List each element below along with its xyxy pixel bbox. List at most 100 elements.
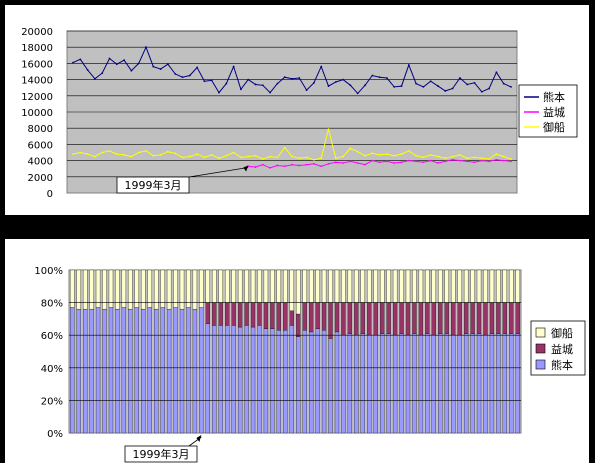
bar-segment-kumamoto: [483, 335, 488, 434]
bar-segment-mashiki: [476, 302, 482, 334]
bar-segment-mashiki: [237, 302, 243, 328]
bar-segment-mifune: [321, 269, 327, 303]
bar-segment-kumamoto: [470, 333, 475, 434]
bar-segment-mashiki: [489, 302, 495, 334]
bar-segment-mifune: [263, 269, 269, 303]
bar-segment-mifune: [399, 269, 404, 303]
bar-segment-mashiki: [270, 302, 275, 329]
bar-segment-kumamoto: [263, 328, 269, 434]
bar-segment-mashiki: [496, 302, 501, 334]
data-point: [313, 162, 315, 165]
bar-segment-mashiki: [263, 302, 269, 329]
bar-segment-mashiki: [367, 302, 372, 336]
bar-segment-mifune: [70, 269, 75, 308]
bar-segment-mifune: [154, 269, 159, 310]
legend-box: [518, 84, 578, 138]
data-point: [188, 155, 191, 158]
data-point: [108, 57, 111, 60]
bar-segment-mifune: [89, 269, 94, 310]
data-point: [510, 85, 512, 88]
bar-segment-mashiki: [205, 302, 210, 324]
callout-box: [124, 445, 198, 463]
bar-segment-mifune: [515, 269, 520, 303]
data-point: [444, 90, 447, 92]
data-point: [203, 156, 206, 159]
data-point: [415, 160, 417, 163]
data-point: [327, 162, 330, 165]
bar-segment-mifune: [341, 269, 346, 303]
y-tick-label: 0: [47, 189, 53, 200]
data-point: [480, 157, 483, 160]
bar-segment-kumamoto: [405, 335, 411, 434]
data-point: [79, 151, 82, 154]
bar-segment-mashiki: [257, 302, 262, 326]
data-point: [72, 61, 74, 64]
bar-segment-kumamoto: [476, 333, 482, 434]
line-chart: 0 2000 4000 6000 8000 10000 12000 14000 16000 180…: [21, 27, 578, 200]
bar-segment-mifune: [250, 269, 256, 303]
data-point: [371, 159, 374, 162]
data-point: [261, 84, 264, 87]
data-point: [313, 158, 315, 161]
y-tick-label: 60%: [41, 331, 63, 342]
data-point: [444, 160, 447, 163]
data-point: [393, 85, 396, 88]
bar-segment-mifune: [328, 269, 333, 303]
data-point: [495, 153, 498, 156]
bar-segment-mifune: [496, 269, 501, 303]
data-point: [145, 46, 147, 49]
data-point: [298, 77, 301, 79]
bar-segment-kumamoto: [321, 330, 327, 434]
bar-segment-kumamoto: [502, 333, 508, 434]
data-point: [276, 82, 279, 85]
data-point: [502, 159, 505, 162]
bar-segment-mashiki: [463, 302, 469, 334]
bar-segment-kumamoto: [237, 326, 243, 434]
bar-segment-kumamoto: [231, 325, 236, 434]
bar-segment-mifune: [115, 269, 120, 310]
bar-segment-kumamoto: [425, 333, 430, 434]
data-point: [495, 158, 498, 161]
bar-segment-kumamoto: [95, 307, 101, 434]
bar-segment-mifune: [412, 269, 417, 303]
data-point: [473, 161, 476, 164]
data-point: [101, 72, 104, 75]
bar-segment-kumamoto: [360, 333, 365, 434]
bar-segment-mashiki: [509, 302, 514, 334]
bar-segment-kumamoto: [257, 325, 262, 434]
bar-segment-mashiki: [315, 302, 320, 329]
data-point: [291, 77, 293, 80]
data-point: [451, 158, 454, 161]
data-point: [305, 156, 308, 159]
data-point: [334, 161, 337, 164]
legend-label: 御船: [543, 120, 565, 134]
y-tick-label: 0%: [47, 429, 63, 440]
bar-segment-mashiki: [276, 302, 282, 331]
bar-segment-mifune: [302, 269, 307, 303]
bar-segment-kumamoto: [192, 308, 198, 434]
data-point: [466, 157, 469, 160]
data-point: [334, 157, 337, 160]
bar-segment-mifune: [360, 269, 365, 303]
data-point: [181, 156, 184, 159]
bar-segment-kumamoto: [160, 307, 165, 434]
data-point: [386, 77, 388, 79]
y-tick-label: 18000: [21, 43, 53, 54]
data-point: [356, 92, 359, 95]
data-point: [283, 146, 286, 149]
data-point: [298, 164, 301, 167]
bar-segment-mifune: [192, 269, 198, 310]
bar-segment-mifune: [425, 269, 430, 303]
bar-segment-mifune: [147, 269, 152, 308]
data-point: [371, 152, 374, 155]
stacked-bar-chart-panel: 0% 20% 40% 60% 80% 100% 御船 益城 熊本 1999年3月: [5, 239, 589, 463]
line-chart-panel: 0 2000 4000 6000 8000 10000 12000 14000 16000 180…: [5, 5, 589, 215]
bar-segment-mashiki: [412, 302, 417, 334]
data-point: [320, 157, 323, 160]
data-point: [240, 156, 242, 159]
bar-segment-mifune: [121, 269, 127, 308]
data-point: [466, 160, 469, 163]
bar-segment-mifune: [82, 269, 88, 310]
data-point: [291, 155, 293, 158]
